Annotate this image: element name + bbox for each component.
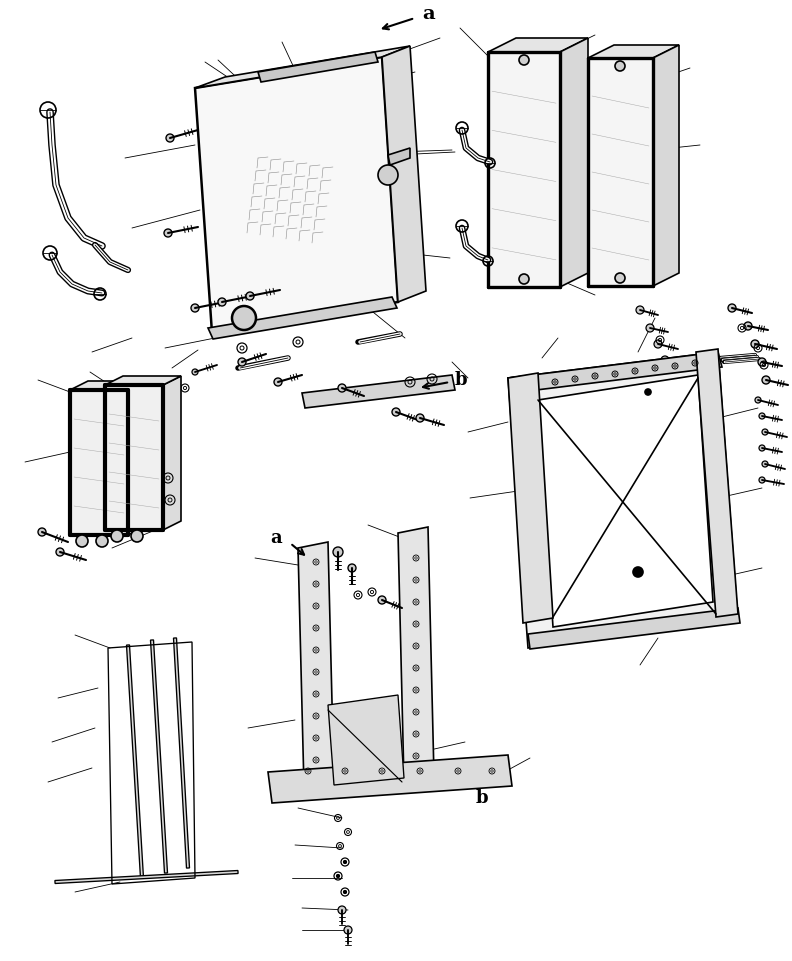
Polygon shape <box>70 381 146 390</box>
Polygon shape <box>163 376 181 530</box>
Polygon shape <box>488 38 588 52</box>
Circle shape <box>348 564 356 572</box>
Circle shape <box>337 875 340 877</box>
Circle shape <box>755 397 761 403</box>
Polygon shape <box>653 45 679 286</box>
Circle shape <box>615 273 625 283</box>
Text: a: a <box>270 529 282 547</box>
Text: b: b <box>455 371 467 389</box>
Polygon shape <box>302 375 455 408</box>
Polygon shape <box>538 375 713 627</box>
Circle shape <box>164 229 172 237</box>
Circle shape <box>654 340 662 348</box>
Polygon shape <box>388 148 410 165</box>
Polygon shape <box>588 58 653 286</box>
Polygon shape <box>268 755 512 803</box>
Polygon shape <box>508 352 722 393</box>
Polygon shape <box>173 638 189 868</box>
Circle shape <box>96 535 108 547</box>
Circle shape <box>758 358 766 366</box>
Circle shape <box>661 356 669 364</box>
Circle shape <box>646 324 654 332</box>
Circle shape <box>76 535 88 547</box>
Polygon shape <box>128 381 146 535</box>
Circle shape <box>344 860 347 864</box>
Circle shape <box>192 369 198 375</box>
Polygon shape <box>208 297 397 339</box>
Circle shape <box>246 292 254 300</box>
Circle shape <box>751 340 759 348</box>
Circle shape <box>56 548 64 556</box>
Circle shape <box>378 596 386 604</box>
Circle shape <box>338 906 346 914</box>
Circle shape <box>519 55 529 65</box>
Polygon shape <box>150 640 167 874</box>
Circle shape <box>762 461 768 467</box>
Polygon shape <box>488 52 560 287</box>
Circle shape <box>111 530 123 542</box>
Circle shape <box>191 304 199 312</box>
Circle shape <box>131 530 143 542</box>
Circle shape <box>238 358 246 366</box>
Text: a: a <box>422 5 435 23</box>
Polygon shape <box>398 527 434 782</box>
Circle shape <box>416 414 424 422</box>
Circle shape <box>759 477 765 483</box>
Circle shape <box>633 567 643 577</box>
Circle shape <box>392 408 400 416</box>
Circle shape <box>232 306 256 330</box>
Circle shape <box>645 389 651 395</box>
Circle shape <box>38 528 46 536</box>
Circle shape <box>728 304 736 312</box>
Polygon shape <box>382 46 426 302</box>
Polygon shape <box>528 608 740 649</box>
Circle shape <box>378 165 398 185</box>
Polygon shape <box>560 38 588 287</box>
Circle shape <box>744 322 752 330</box>
Text: b: b <box>476 789 489 807</box>
Circle shape <box>615 61 625 71</box>
Polygon shape <box>588 45 679 58</box>
Circle shape <box>338 384 346 392</box>
Polygon shape <box>195 46 410 88</box>
Polygon shape <box>70 390 128 535</box>
Circle shape <box>274 378 282 386</box>
Polygon shape <box>55 871 238 883</box>
Circle shape <box>218 298 226 306</box>
Polygon shape <box>195 57 398 333</box>
Circle shape <box>166 134 174 142</box>
Polygon shape <box>127 645 143 878</box>
Polygon shape <box>508 373 553 623</box>
Circle shape <box>344 891 347 894</box>
Circle shape <box>759 413 765 419</box>
Circle shape <box>759 445 765 451</box>
Polygon shape <box>508 352 738 648</box>
Circle shape <box>636 306 644 314</box>
Polygon shape <box>105 385 163 530</box>
Polygon shape <box>328 695 404 785</box>
Circle shape <box>333 547 343 557</box>
Circle shape <box>344 926 352 934</box>
Polygon shape <box>105 376 181 385</box>
Circle shape <box>762 376 770 384</box>
Polygon shape <box>258 52 378 82</box>
Circle shape <box>519 274 529 284</box>
Polygon shape <box>298 542 334 788</box>
Circle shape <box>762 429 768 435</box>
Polygon shape <box>696 349 738 617</box>
